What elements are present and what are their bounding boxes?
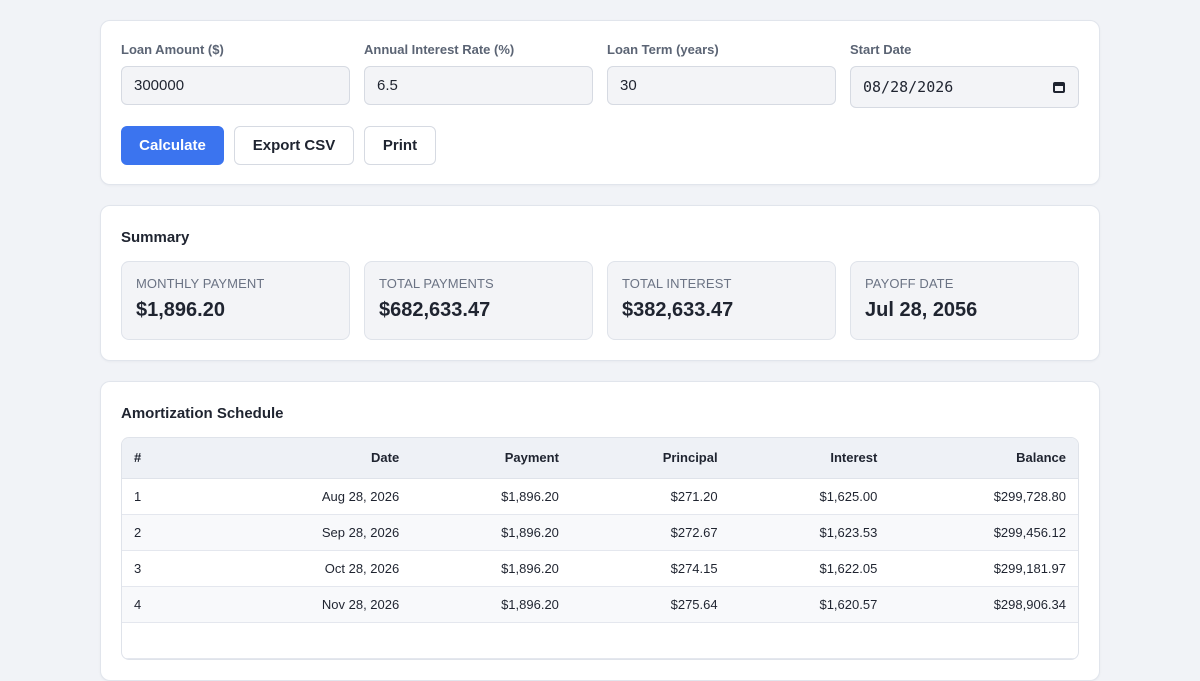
table-row: 2 Sep 28, 2026 $1,896.20 $272.67 $1,623.… xyxy=(122,514,1078,551)
loan-amount-field: Loan Amount ($) 300000 xyxy=(121,42,350,105)
col-header-number: # xyxy=(122,438,252,479)
cell-balance: $298,906.34 xyxy=(889,586,1078,623)
interest-rate-input[interactable]: 6.5 xyxy=(364,66,593,105)
cell-principal: $275.64 xyxy=(570,586,730,623)
schedule-title: Amortization Schedule xyxy=(121,405,284,422)
cell-interest: $1,625.00 xyxy=(729,478,890,515)
amortization-card: Amortization Schedule # Date Payment Pri… xyxy=(100,381,1100,681)
loan-term-field: Loan Term (years) 30 xyxy=(607,42,836,105)
cell-number: 4 xyxy=(122,586,252,623)
interest-rate-label: Annual Interest Rate (%) xyxy=(364,42,515,57)
loan-input-card: Loan Amount ($) 300000 Annual Interest R… xyxy=(100,20,1100,185)
total-interest-stat: TOTAL INTEREST $382,633.47 xyxy=(607,261,836,340)
cell-number: 1 xyxy=(122,478,252,515)
summary-title: Summary xyxy=(121,229,190,246)
cell-number: 3 xyxy=(122,550,252,587)
cell-principal: $274.15 xyxy=(570,550,730,587)
cell-principal: $272.67 xyxy=(570,514,730,551)
cell-date: Oct 28, 2026 xyxy=(251,550,412,587)
cell-number: 2 xyxy=(122,514,252,551)
cell-date xyxy=(251,622,412,659)
cell-principal xyxy=(570,622,730,659)
col-header-date: Date xyxy=(251,438,412,479)
cell-balance: $299,181.97 xyxy=(889,550,1078,587)
cell-payment xyxy=(411,622,571,659)
table-row: 4 Nov 28, 2026 $1,896.20 $275.64 $1,620.… xyxy=(122,586,1078,623)
payoff-date-stat: PAYOFF DATE Jul 28, 2056 xyxy=(850,261,1079,340)
payoff-date-value: Jul 28, 2056 xyxy=(865,299,978,321)
monthly-payment-value: $1,896.20 xyxy=(136,299,225,321)
start-date-input[interactable]: 08/28/2026 xyxy=(850,66,1079,108)
cell-date: Nov 28, 2026 xyxy=(251,586,412,623)
table-row: 3 Oct 28, 2026 $1,896.20 $274.15 $1,622.… xyxy=(122,550,1078,587)
start-date-value: 08/28/2026 xyxy=(863,77,954,96)
payoff-date-label: PAYOFF DATE xyxy=(865,276,954,291)
loan-amount-input[interactable]: 300000 xyxy=(121,66,350,105)
cell-balance: $299,456.12 xyxy=(889,514,1078,551)
cell-payment: $1,896.20 xyxy=(411,550,571,587)
total-payments-stat: TOTAL PAYMENTS $682,633.47 xyxy=(364,261,593,340)
loan-amount-label: Loan Amount ($) xyxy=(121,42,224,57)
monthly-payment-stat: MONTHLY PAYMENT $1,896.20 xyxy=(121,261,350,340)
total-payments-label: TOTAL PAYMENTS xyxy=(379,276,494,291)
total-interest-value: $382,633.47 xyxy=(622,299,734,321)
amortization-table: # Date Payment Principal Interest Balanc… xyxy=(122,438,1078,659)
cell-balance xyxy=(889,622,1078,659)
col-header-interest: Interest xyxy=(729,438,890,479)
table-row: 1 Aug 28, 2026 $1,896.20 $271.20 $1,625.… xyxy=(122,478,1078,515)
loan-term-label: Loan Term (years) xyxy=(607,42,719,57)
cell-balance: $299,728.80 xyxy=(889,478,1078,515)
export-csv-button[interactable]: Export CSV xyxy=(234,126,354,165)
cell-interest xyxy=(729,622,890,659)
cell-number xyxy=(122,622,252,659)
col-header-principal: Principal xyxy=(570,438,730,479)
cell-date: Aug 28, 2026 xyxy=(251,478,412,515)
cell-interest: $1,620.57 xyxy=(729,586,890,623)
monthly-payment-label: MONTHLY PAYMENT xyxy=(136,276,265,291)
interest-rate-field: Annual Interest Rate (%) 6.5 xyxy=(364,42,593,105)
loan-term-input[interactable]: 30 xyxy=(607,66,836,105)
calculate-button[interactable]: Calculate xyxy=(121,126,224,165)
start-date-field: Start Date 08/28/2026 xyxy=(850,42,1079,108)
cell-payment: $1,896.20 xyxy=(411,514,571,551)
total-payments-value: $682,633.47 xyxy=(379,299,491,321)
cell-interest: $1,622.05 xyxy=(729,550,890,587)
table-row xyxy=(122,622,1078,659)
total-interest-label: TOTAL INTEREST xyxy=(622,276,732,291)
cell-payment: $1,896.20 xyxy=(411,586,571,623)
cell-payment: $1,896.20 xyxy=(411,478,571,515)
cell-date: Sep 28, 2026 xyxy=(251,514,412,551)
print-button[interactable]: Print xyxy=(364,126,436,165)
table-header-row: # Date Payment Principal Interest Balanc… xyxy=(122,438,1078,479)
col-header-balance: Balance xyxy=(889,438,1078,479)
col-header-payment: Payment xyxy=(411,438,571,479)
cell-principal: $271.20 xyxy=(570,478,730,515)
cell-interest: $1,623.53 xyxy=(729,514,890,551)
start-date-label: Start Date xyxy=(850,42,912,57)
amortization-table-container: # Date Payment Principal Interest Balanc… xyxy=(121,437,1079,660)
summary-card: Summary MONTHLY PAYMENT $1,896.20 TOTAL … xyxy=(100,205,1100,361)
calendar-icon[interactable] xyxy=(1052,80,1066,94)
